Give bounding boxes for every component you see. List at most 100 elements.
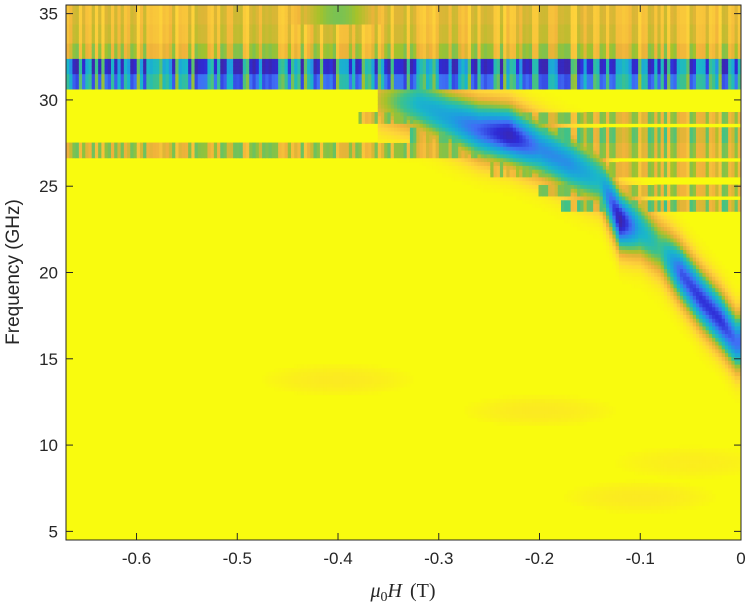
heatmap-cell (477, 92, 482, 98)
heatmap-cell (323, 154, 327, 159)
heatmap-cell (217, 24, 221, 29)
heatmap-cell (384, 100, 388, 105)
heatmap-cell (503, 146, 507, 151)
heatmap-cell (188, 12, 192, 17)
heatmap-cell (278, 43, 282, 48)
heatmap-cell (345, 24, 350, 29)
heatmap-cell (242, 43, 247, 48)
heatmap-cell (451, 157, 456, 163)
heatmap-cell (442, 134, 446, 140)
heatmap-cell (509, 43, 514, 48)
heatmap-cell (191, 62, 195, 67)
heatmap-cell (516, 85, 520, 90)
heatmap-cell (191, 8, 195, 14)
heatmap-cell (496, 417, 501, 422)
heatmap-cell (390, 96, 395, 101)
heatmap-cell (467, 150, 472, 155)
heatmap-cell (467, 69, 472, 75)
heatmap-cell (114, 77, 118, 82)
heatmap-cell (294, 73, 298, 79)
heatmap-cell (336, 47, 340, 52)
heatmap-cell (165, 47, 170, 52)
heatmap-cell (152, 154, 157, 159)
heatmap-cell (506, 165, 510, 170)
heatmap-cell (448, 123, 453, 128)
heatmap-cell (413, 31, 417, 36)
heatmap-cell (371, 50, 375, 56)
heatmap-cell (184, 24, 189, 29)
heatmap-cell (458, 157, 462, 163)
heatmap-cell (162, 142, 167, 147)
heatmap-cell (496, 54, 501, 59)
heatmap-cell (226, 8, 231, 14)
heatmap-cell (487, 100, 491, 105)
heatmap-cell (172, 142, 176, 147)
heatmap-cell (194, 5, 199, 10)
heatmap-cell (197, 81, 202, 86)
heatmap-cell (287, 54, 292, 59)
heatmap-cell (448, 39, 453, 44)
heatmap-cell (319, 146, 324, 151)
heatmap-cell (146, 142, 150, 147)
heatmap-cell (136, 81, 141, 86)
heatmap-cell (223, 5, 228, 10)
heatmap-cell (345, 81, 350, 86)
heatmap-cell (377, 85, 382, 90)
heatmap-cell (111, 69, 115, 75)
heatmap-cell (210, 12, 215, 17)
heatmap-cell (345, 364, 350, 369)
heatmap-cell (487, 62, 491, 67)
heatmap-cell (368, 66, 372, 71)
heatmap-cell (400, 119, 404, 124)
heatmap-cell (445, 73, 449, 79)
heatmap-cell (438, 58, 443, 63)
heatmap-cell (236, 43, 240, 48)
heatmap-cell (323, 27, 327, 33)
heatmap-cell (387, 43, 392, 48)
heatmap-cell (496, 165, 501, 170)
heatmap-cell (506, 43, 510, 48)
heatmap-cell (313, 77, 318, 82)
heatmap-cell (416, 58, 420, 63)
heatmap-cell (85, 27, 89, 33)
heatmap-cell (342, 379, 347, 384)
heatmap-cell (435, 54, 440, 59)
heatmap-cell (339, 39, 343, 44)
heatmap-cell (438, 50, 443, 56)
heatmap-cells (66, 5, 741, 540)
heatmap-cell (297, 69, 302, 75)
heatmap-cell (339, 66, 343, 71)
heatmap-cell (397, 16, 401, 21)
heatmap-cell (175, 5, 179, 10)
heatmap-cell (506, 119, 510, 124)
heatmap-cell (416, 131, 420, 136)
heatmap-cell (88, 62, 93, 67)
heatmap-cell (403, 27, 408, 33)
heatmap-cell (69, 24, 73, 29)
heatmap-cell (477, 77, 482, 82)
heatmap-cell (516, 108, 520, 113)
heatmap-cell (66, 142, 70, 147)
heatmap-cell (458, 47, 462, 52)
heatmap-cell (107, 150, 112, 155)
heatmap-cell (339, 35, 343, 40)
heatmap-cell (409, 81, 414, 86)
heatmap-cell (178, 54, 183, 59)
heatmap-cell (91, 8, 96, 14)
heatmap-cell (496, 188, 501, 193)
heatmap-cell (184, 47, 189, 52)
heatmap-cell (416, 77, 420, 82)
heatmap-cell (72, 5, 77, 10)
heatmap-cell (143, 73, 147, 79)
heatmap-cell (471, 161, 475, 166)
heatmap-cell (442, 66, 446, 71)
heatmap-cell (246, 154, 250, 159)
heatmap-cell (152, 77, 157, 82)
heatmap-cell (178, 62, 183, 67)
heatmap-cell (516, 8, 520, 14)
heatmap-cell (467, 5, 472, 10)
heatmap-cell (474, 92, 478, 98)
heatmap-cell (69, 50, 73, 56)
heatmap-cell (319, 81, 324, 86)
heatmap-cell (284, 43, 289, 48)
